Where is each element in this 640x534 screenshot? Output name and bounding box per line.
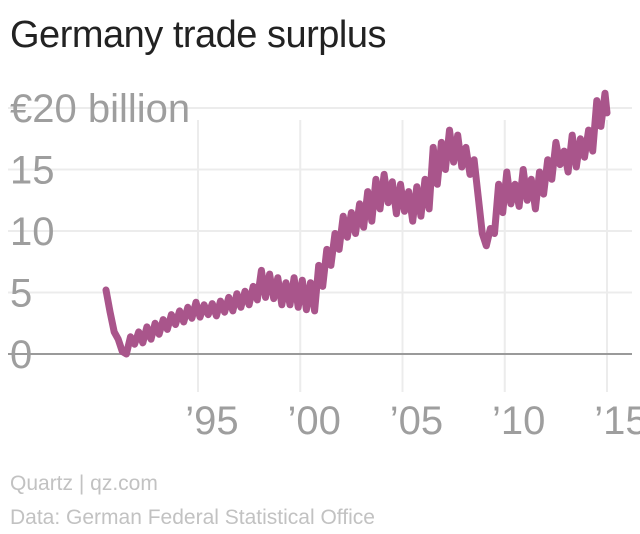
- y-tick-label: 10: [10, 210, 55, 254]
- chart-title: Germany trade surplus: [10, 14, 387, 56]
- y-axis-labels: €20 billion 15 10 5 0: [10, 87, 190, 377]
- x-tick-label: ’05: [390, 399, 443, 443]
- source-credit: Quartz | qz.com: [10, 472, 158, 495]
- x-tick-label: ’95: [185, 399, 238, 443]
- series-layer: [102, 89, 611, 358]
- data-credit: Data: German Federal Statistical Office: [10, 506, 375, 529]
- vertical-gridlines: [197, 120, 608, 392]
- x-tick-label: ’00: [288, 399, 341, 443]
- x-tick-label: ’10: [492, 399, 545, 443]
- y-tick-label: 15: [10, 149, 55, 193]
- trade-surplus-line: [102, 89, 611, 358]
- x-axis-labels: ’95 ’00 ’05 ’10 ’15: [185, 399, 640, 443]
- y-tick-label: 0: [10, 333, 32, 377]
- y-tick-label: €20 billion: [10, 87, 190, 131]
- y-tick-label: 5: [10, 272, 32, 316]
- x-tick-label: ’15: [594, 399, 640, 443]
- horizontal-gridlines: [8, 107, 632, 294]
